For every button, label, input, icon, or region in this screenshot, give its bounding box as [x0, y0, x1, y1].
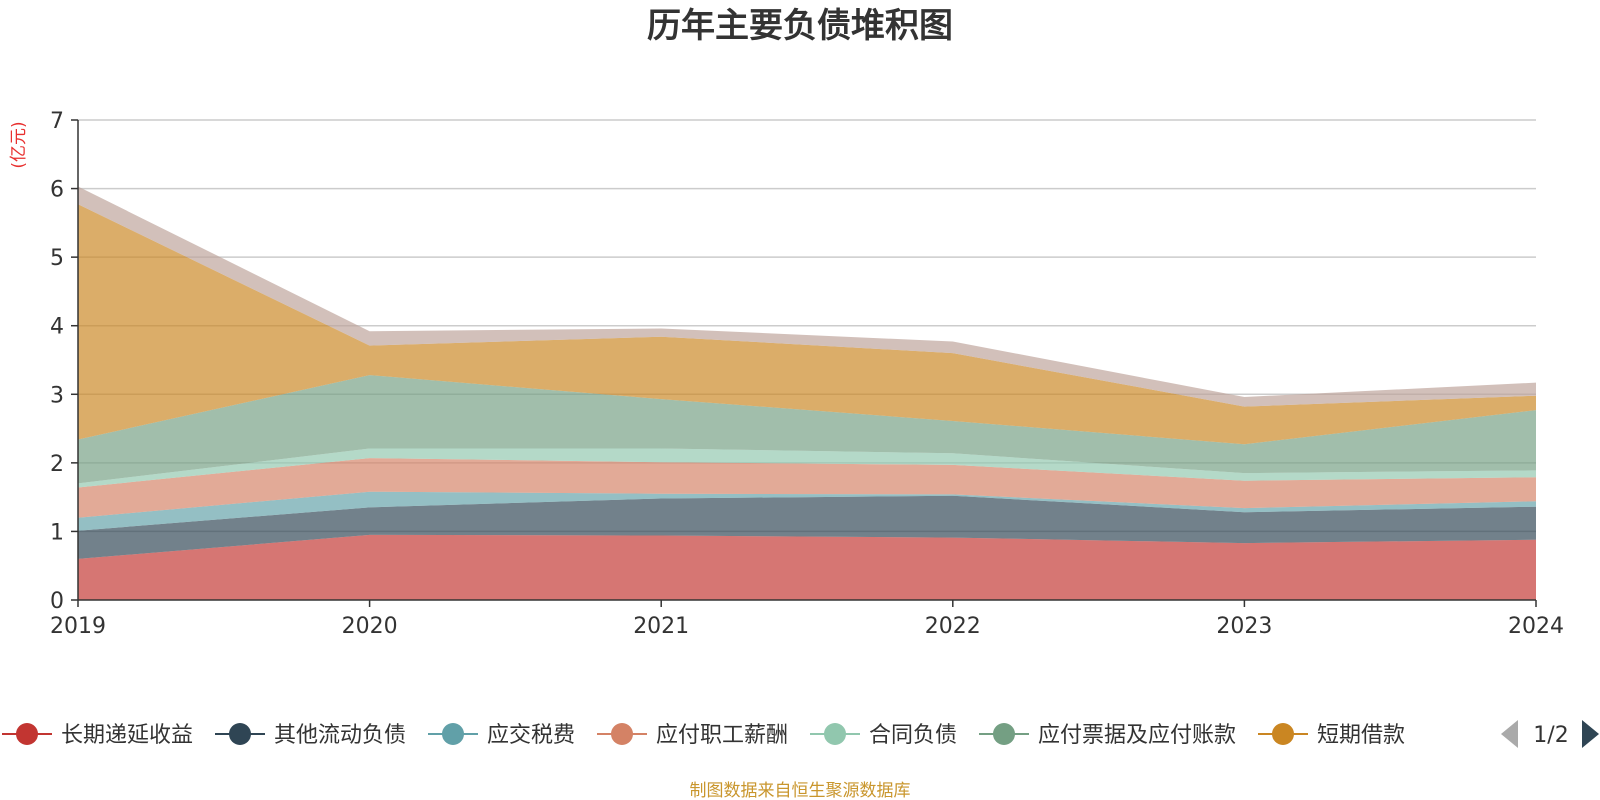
legend-item[interactable]: 应付职工薪酬 [597, 723, 788, 748]
x-tick-label: 2019 [50, 614, 106, 639]
area-series-其他流动负债 [78, 495, 1536, 559]
y-tick-label: 6 [50, 178, 64, 203]
legend-item[interactable]: 应交税费 [428, 723, 575, 748]
legend-label: 应付职工薪酬 [656, 723, 788, 748]
legend-marker-icon [229, 723, 251, 745]
legend-page-indicator: 1/2 [1533, 723, 1568, 748]
legend-label: 应付票据及应付账款 [1038, 723, 1236, 748]
legend-item[interactable]: 短期借款 [1258, 723, 1405, 748]
data-source-footer: 制图数据来自恒生聚源数据库 [690, 781, 911, 800]
legend-item[interactable]: 应付票据及应付账款 [979, 723, 1236, 748]
y-tick-label: 7 [50, 109, 64, 134]
legend-label: 短期借款 [1317, 723, 1405, 748]
legend-marker-icon [824, 723, 846, 745]
legend-prev-page-icon[interactable] [1501, 720, 1518, 748]
x-tick-label: 2020 [342, 614, 398, 639]
y-tick-label: 1 [50, 520, 64, 545]
legend-marker-icon [611, 723, 633, 745]
chart-title: 历年主要负债堆积图 [647, 6, 953, 46]
legend-item[interactable]: 其他流动负债 [215, 723, 406, 748]
x-tick-label: 2023 [1216, 614, 1272, 639]
axes: 0 1 2 3 4 5 6 7 2019 2020 2021 2022 2023 2024 [50, 109, 1564, 639]
legend-label: 其他流动负债 [274, 723, 406, 748]
area-series-合同负债 [78, 448, 1536, 488]
legend-item[interactable]: 长期递延收益 [2, 723, 193, 748]
x-tick-label: 2021 [633, 614, 689, 639]
legend-label: 应交税费 [487, 723, 575, 748]
y-tick-label: 3 [50, 383, 64, 408]
legend-next-page-icon[interactable] [1582, 720, 1599, 748]
y-axis-unit-label: (亿元) [9, 121, 29, 168]
legend-marker-icon [993, 723, 1015, 745]
y-tick-label: 5 [50, 246, 64, 271]
y-tick-label: 2 [50, 452, 64, 477]
legend-label: 长期递延收益 [61, 723, 193, 748]
area-series [78, 186, 1536, 600]
area-series-应交税费 [78, 491, 1536, 531]
legend-item[interactable]: 合同负债 [810, 723, 957, 748]
area-series-应付票据及应付账款 [78, 375, 1536, 484]
legend-marker-icon [442, 723, 464, 745]
x-tick-label: 2024 [1508, 614, 1564, 639]
legend-label: 合同负债 [869, 723, 957, 748]
y-tick-label: 4 [50, 315, 64, 340]
legend: 长期递延收益 其他流动负债 应交税费 应付职工薪酬 合同负债 应付票据及应付账款 短期借款 1… [2, 720, 1599, 748]
y-tick-label: 0 [50, 589, 64, 614]
area-series-短期借款 [78, 204, 1536, 445]
legend-marker-icon [1272, 723, 1294, 745]
area-series-应付职工薪酬 [78, 458, 1536, 518]
x-tick-label: 2022 [925, 614, 981, 639]
legend-marker-icon [16, 723, 38, 745]
area-series-长期递延收益 [78, 534, 1536, 600]
